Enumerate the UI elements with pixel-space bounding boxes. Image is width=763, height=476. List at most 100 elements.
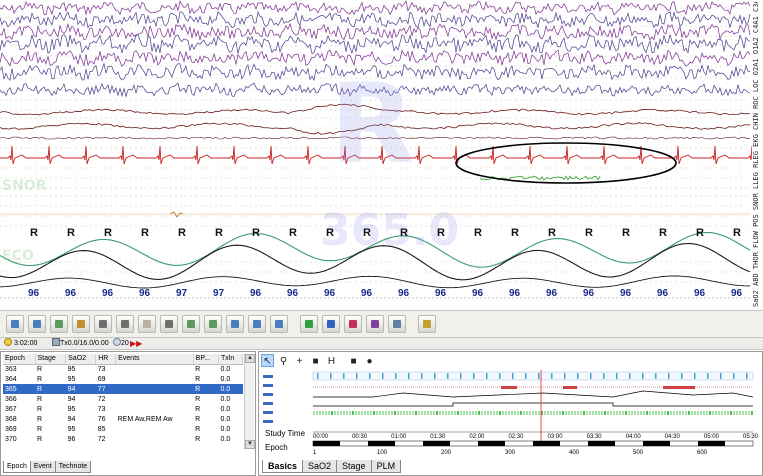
plm-mark (619, 411, 621, 415)
row-handle-icon[interactable] (263, 411, 273, 414)
import-icon[interactable] (50, 315, 68, 333)
table-row[interactable]: 364 R 95 69 R 0.0 (3, 374, 243, 384)
table-cell (116, 394, 194, 404)
tab-technote[interactable]: Technote (54, 461, 92, 473)
crosshair-icon[interactable]: + (296, 356, 303, 367)
epoch-box[interactable]: 20 (113, 338, 129, 350)
brain-icon[interactable] (322, 315, 340, 333)
epoch-length-icon (113, 338, 121, 346)
plm-mark (331, 411, 333, 415)
tab-event[interactable]: Event (29, 461, 56, 473)
table-row[interactable]: 367 R 95 73 R 0.0 (3, 404, 243, 414)
plm-mark (559, 411, 561, 415)
plm-mark (592, 411, 594, 415)
table-cell: 94 (67, 395, 76, 403)
epoch-table-header: Epoch Stage SaO2 HR Events BP... Txln (3, 354, 243, 365)
row-handle-icon[interactable] (263, 375, 273, 378)
row-handle-icon[interactable] (263, 402, 273, 405)
time-tick-label: 00:00 (313, 434, 329, 440)
user-icon[interactable] (300, 315, 318, 333)
epoch-scale-block (698, 441, 725, 446)
plm-mark (595, 411, 597, 415)
import-alt-icon[interactable] (248, 315, 266, 333)
signal-trace-panel[interactable]: R 365.0 SNOR ECO RRRRRRRRRRRRRRRRRRRRRR … (0, 0, 763, 310)
plm-mark (508, 411, 510, 415)
plm-mark (568, 411, 570, 415)
table-row[interactable]: 368 R 94 76 REM Aw,REM Aw R 0.0 (3, 414, 243, 424)
respiratory-thorax-trace (0, 242, 751, 281)
tab-epoch[interactable]: Epoch (3, 461, 31, 473)
sao2-tick (343, 373, 345, 379)
tab-basics[interactable]: Basics (262, 460, 304, 473)
scroll-up-icon[interactable]: ▲ (245, 354, 255, 363)
plm-mark (439, 411, 441, 415)
plm-mark (694, 411, 696, 415)
table-cell: R (35, 384, 66, 394)
measure-icon[interactable]: H (327, 356, 336, 367)
tab-stage[interactable]: Stage (336, 460, 372, 473)
tx-label: Tx (60, 340, 68, 347)
hr-value: 97 (176, 288, 188, 299)
table-row[interactable]: 363 R 95 73 R 0.0 (3, 364, 243, 374)
table-row[interactable]: 365 R 94 77 R 0.0 (3, 384, 243, 394)
plm-mark (457, 411, 459, 415)
column-header[interactable]: Txln (218, 354, 243, 365)
table-row[interactable]: 370 R 96 72 R 0.0 (3, 434, 243, 444)
hr-value: 96 (398, 288, 410, 299)
plm-mark (361, 411, 363, 415)
trace-canvas[interactable] (0, 0, 752, 310)
table-row[interactable]: 366 R 94 72 R 0.0 (3, 394, 243, 404)
report-icon[interactable] (418, 315, 436, 333)
montage-icon[interactable] (160, 315, 178, 333)
plm-mark (583, 411, 585, 415)
row-handle-icon[interactable] (263, 384, 273, 387)
print-icon[interactable] (94, 315, 112, 333)
fast-forward-icon[interactable]: ▶▶ (130, 339, 143, 348)
plm-mark (334, 411, 336, 415)
record-icon[interactable]: ● (366, 356, 373, 367)
row-handle-icon[interactable] (263, 420, 273, 423)
table-row[interactable]: 369 R 95 85 R 0.0 (3, 424, 243, 434)
sao2-tick (564, 373, 566, 379)
tab-plm[interactable]: PLM (370, 460, 402, 473)
open-icon[interactable] (6, 315, 24, 333)
column-header[interactable]: Stage (35, 354, 67, 365)
epoch-scale-frame (312, 440, 754, 447)
annotation-ellipse (455, 142, 677, 184)
filter-icon[interactable] (182, 315, 200, 333)
plm-mark (346, 411, 348, 415)
table-cell: 95 (67, 375, 76, 383)
refresh-icon[interactable] (72, 315, 90, 333)
table-cell: R (37, 365, 43, 373)
zoom-icon[interactable]: ⚲ (279, 356, 288, 367)
hypnogram-icon[interactable] (388, 315, 406, 333)
plm-mark (565, 411, 567, 415)
column-header[interactable]: BP... (193, 354, 220, 365)
position-trace (313, 402, 753, 407)
tx-icon (52, 338, 60, 346)
epoch-scrollbar[interactable]: ▲ ▼ (244, 354, 255, 449)
column-header[interactable]: SaO2 (65, 354, 97, 365)
column-header[interactable]: HR (95, 354, 117, 365)
plm-mark (385, 411, 387, 415)
row-handle-icon[interactable] (263, 393, 273, 396)
pointer-icon[interactable]: ↖ (261, 354, 274, 367)
channels-icon[interactable] (204, 315, 222, 333)
export-icon[interactable] (226, 315, 244, 333)
column-header[interactable]: Epoch (3, 354, 36, 365)
print-preview-icon[interactable] (116, 315, 134, 333)
overview-chart[interactable]: 00:00 00:30 01:00 01:30 02:00 02:30 03:00 03:30… (261, 370, 761, 460)
import-events-icon[interactable] (270, 315, 288, 333)
table-cell: 366 (5, 395, 17, 403)
save-icon[interactable] (28, 315, 46, 333)
notes-icon[interactable] (138, 315, 156, 333)
epoch-axis-label: Epoch (265, 443, 288, 452)
lungs-icon[interactable] (344, 315, 362, 333)
scroll-down-icon[interactable]: ▼ (245, 440, 255, 449)
column-header[interactable]: Events (115, 354, 194, 365)
tools-icon[interactable] (366, 315, 384, 333)
sao2-tick (746, 373, 748, 379)
tab-sao2[interactable]: SaO2 (302, 460, 338, 473)
camera-icon[interactable]: ■ (312, 356, 319, 367)
stop-icon[interactable]: ■ (350, 356, 357, 367)
